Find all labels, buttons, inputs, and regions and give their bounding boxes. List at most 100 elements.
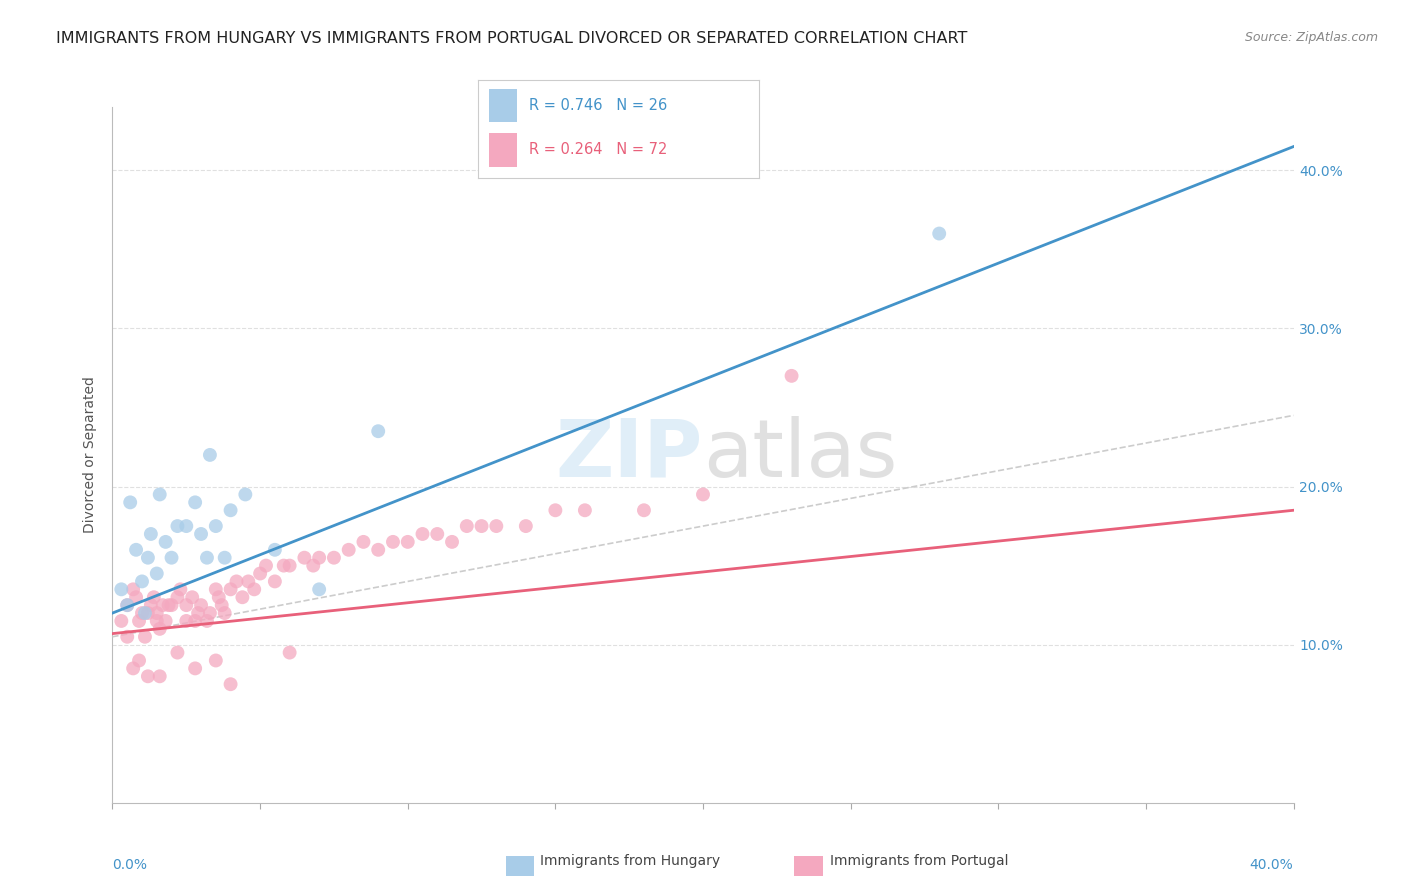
- Point: [485, 519, 508, 533]
- Point: [225, 574, 247, 589]
- Text: atlas: atlas: [703, 416, 897, 494]
- Point: [264, 574, 287, 589]
- Point: [195, 614, 218, 628]
- Point: [174, 519, 197, 533]
- Text: R = 0.264   N = 72: R = 0.264 N = 72: [529, 143, 666, 158]
- Point: [264, 542, 287, 557]
- Point: [214, 550, 236, 565]
- Point: [134, 630, 156, 644]
- Point: [238, 574, 260, 589]
- Point: [352, 534, 374, 549]
- Point: [198, 606, 221, 620]
- Text: Immigrants from Hungary: Immigrants from Hungary: [540, 854, 720, 868]
- Point: [166, 646, 188, 660]
- Point: [278, 646, 301, 660]
- Point: [214, 606, 236, 620]
- Point: [544, 503, 567, 517]
- Text: 0.0%: 0.0%: [112, 858, 148, 872]
- Point: [128, 614, 150, 628]
- Point: [780, 368, 803, 383]
- Point: [110, 582, 132, 597]
- Point: [120, 495, 142, 509]
- Point: [136, 606, 159, 620]
- Point: [131, 606, 153, 620]
- Point: [367, 424, 389, 438]
- Point: [174, 614, 197, 628]
- Point: [231, 591, 253, 605]
- Point: [169, 582, 191, 597]
- Text: Source: ZipAtlas.com: Source: ZipAtlas.com: [1244, 31, 1378, 45]
- Point: [166, 591, 188, 605]
- Point: [273, 558, 295, 573]
- Point: [160, 550, 183, 565]
- Point: [574, 503, 596, 517]
- Point: [181, 591, 204, 605]
- Text: ZIP: ZIP: [555, 416, 703, 494]
- Point: [184, 495, 207, 509]
- Point: [190, 527, 212, 541]
- Point: [122, 582, 145, 597]
- Point: [426, 527, 449, 541]
- Text: 40.0%: 40.0%: [1250, 858, 1294, 872]
- Point: [125, 591, 148, 605]
- Point: [205, 653, 228, 667]
- Point: [470, 519, 494, 533]
- Point: [146, 614, 169, 628]
- Point: [243, 582, 266, 597]
- Point: [396, 534, 419, 549]
- Point: [110, 614, 132, 628]
- Point: [308, 582, 330, 597]
- Point: [219, 582, 242, 597]
- Point: [928, 227, 950, 241]
- Point: [211, 598, 233, 612]
- Point: [136, 550, 159, 565]
- Point: [382, 534, 405, 549]
- Point: [249, 566, 271, 581]
- Point: [160, 598, 183, 612]
- Point: [117, 598, 138, 612]
- Text: IMMIGRANTS FROM HUNGARY VS IMMIGRANTS FROM PORTUGAL DIVORCED OR SEPARATED CORREL: IMMIGRANTS FROM HUNGARY VS IMMIGRANTS FR…: [56, 31, 967, 46]
- Point: [131, 574, 153, 589]
- Point: [166, 519, 188, 533]
- Point: [155, 534, 177, 549]
- Point: [142, 591, 165, 605]
- Point: [323, 550, 346, 565]
- Point: [134, 606, 156, 620]
- Point: [149, 669, 172, 683]
- Point: [136, 669, 159, 683]
- Point: [254, 558, 277, 573]
- Point: [146, 606, 169, 620]
- Point: [441, 534, 464, 549]
- Point: [456, 519, 478, 533]
- Point: [195, 550, 218, 565]
- Point: [367, 542, 389, 557]
- Point: [302, 558, 325, 573]
- Point: [184, 661, 207, 675]
- Point: [692, 487, 714, 501]
- Point: [155, 614, 177, 628]
- Point: [233, 487, 256, 501]
- Point: [633, 503, 655, 517]
- Bar: [489, 89, 517, 122]
- Point: [219, 503, 242, 517]
- Point: [411, 527, 433, 541]
- Point: [152, 598, 174, 612]
- Point: [146, 566, 169, 581]
- Point: [117, 598, 138, 612]
- Point: [205, 582, 228, 597]
- Point: [139, 598, 162, 612]
- Point: [187, 606, 209, 620]
- Point: [139, 527, 162, 541]
- Point: [149, 622, 172, 636]
- Point: [128, 653, 150, 667]
- Text: R = 0.746   N = 26: R = 0.746 N = 26: [529, 98, 666, 113]
- Point: [190, 598, 212, 612]
- Point: [205, 519, 228, 533]
- Point: [278, 558, 301, 573]
- Point: [174, 598, 197, 612]
- Point: [292, 550, 315, 565]
- Y-axis label: Divorced or Separated: Divorced or Separated: [83, 376, 97, 533]
- Point: [337, 542, 360, 557]
- Point: [198, 448, 221, 462]
- Point: [184, 614, 207, 628]
